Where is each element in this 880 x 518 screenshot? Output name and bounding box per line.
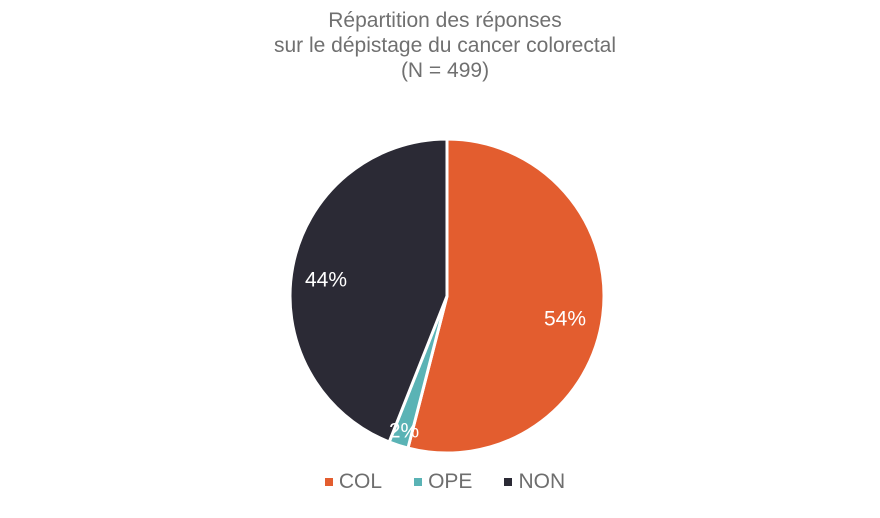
legend-label-ope: OPE [428,470,473,493]
pie-slice-non [288,137,449,444]
legend-swatch-non [504,478,513,486]
chart-title-line-1: Répartition des réponses [328,9,562,32]
chart-title-line-3: (N = 499) [400,59,490,82]
legend-label-non: NON [518,470,566,493]
chart-title: Répartition des réponses sur le dépistag… [0,8,880,83]
pie-slice-col [406,137,606,455]
data-label-non: 44% [305,269,347,292]
data-label-ope: 2% [389,420,419,443]
legend-item-ope: OPE [414,470,472,494]
legend-swatch-col [324,478,333,486]
legend-item-non: NON [504,470,565,494]
legend-label-col: COL [338,470,383,493]
legend-swatch-ope [414,478,423,486]
data-label-col: 54% [544,308,586,331]
legend: COL OPE NON [0,470,880,494]
chart-title-line-2: sur le dépistage du cancer colorectal [273,34,617,57]
legend-item-col: COL [324,470,383,494]
